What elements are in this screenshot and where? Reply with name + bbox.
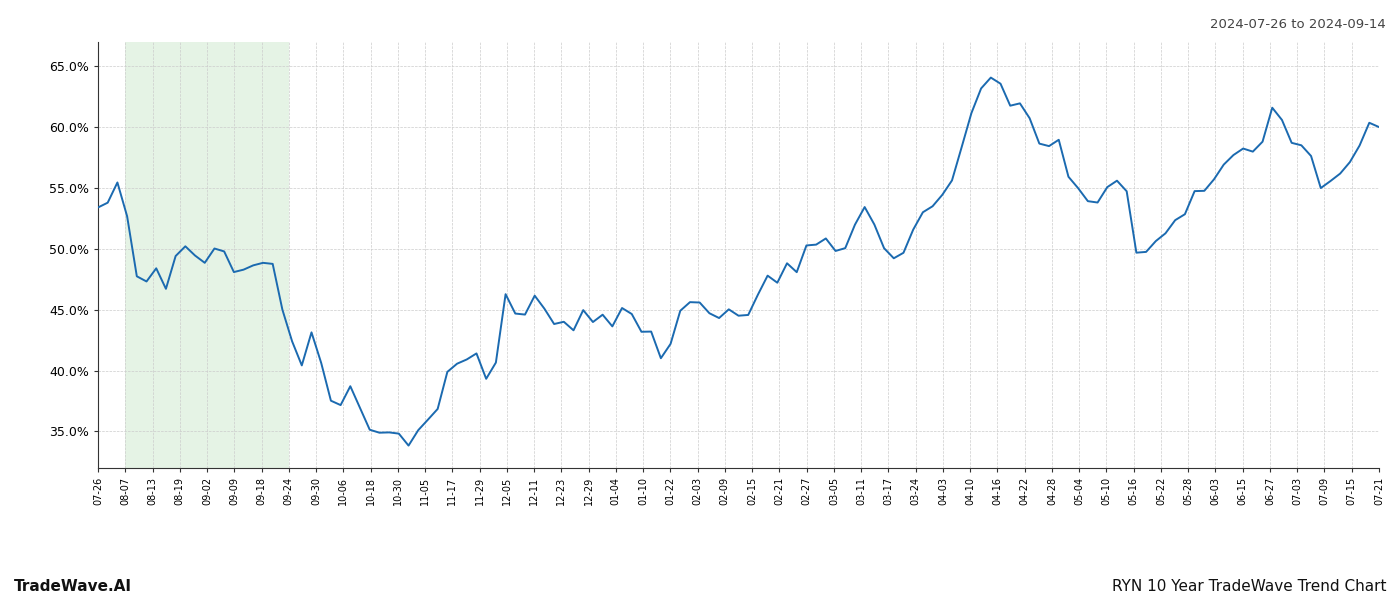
Text: RYN 10 Year TradeWave Trend Chart: RYN 10 Year TradeWave Trend Chart: [1112, 579, 1386, 594]
Text: 2024-07-26 to 2024-09-14: 2024-07-26 to 2024-09-14: [1210, 18, 1386, 31]
Bar: [125, 42, 288, 468]
Text: TradeWave.AI: TradeWave.AI: [14, 579, 132, 594]
